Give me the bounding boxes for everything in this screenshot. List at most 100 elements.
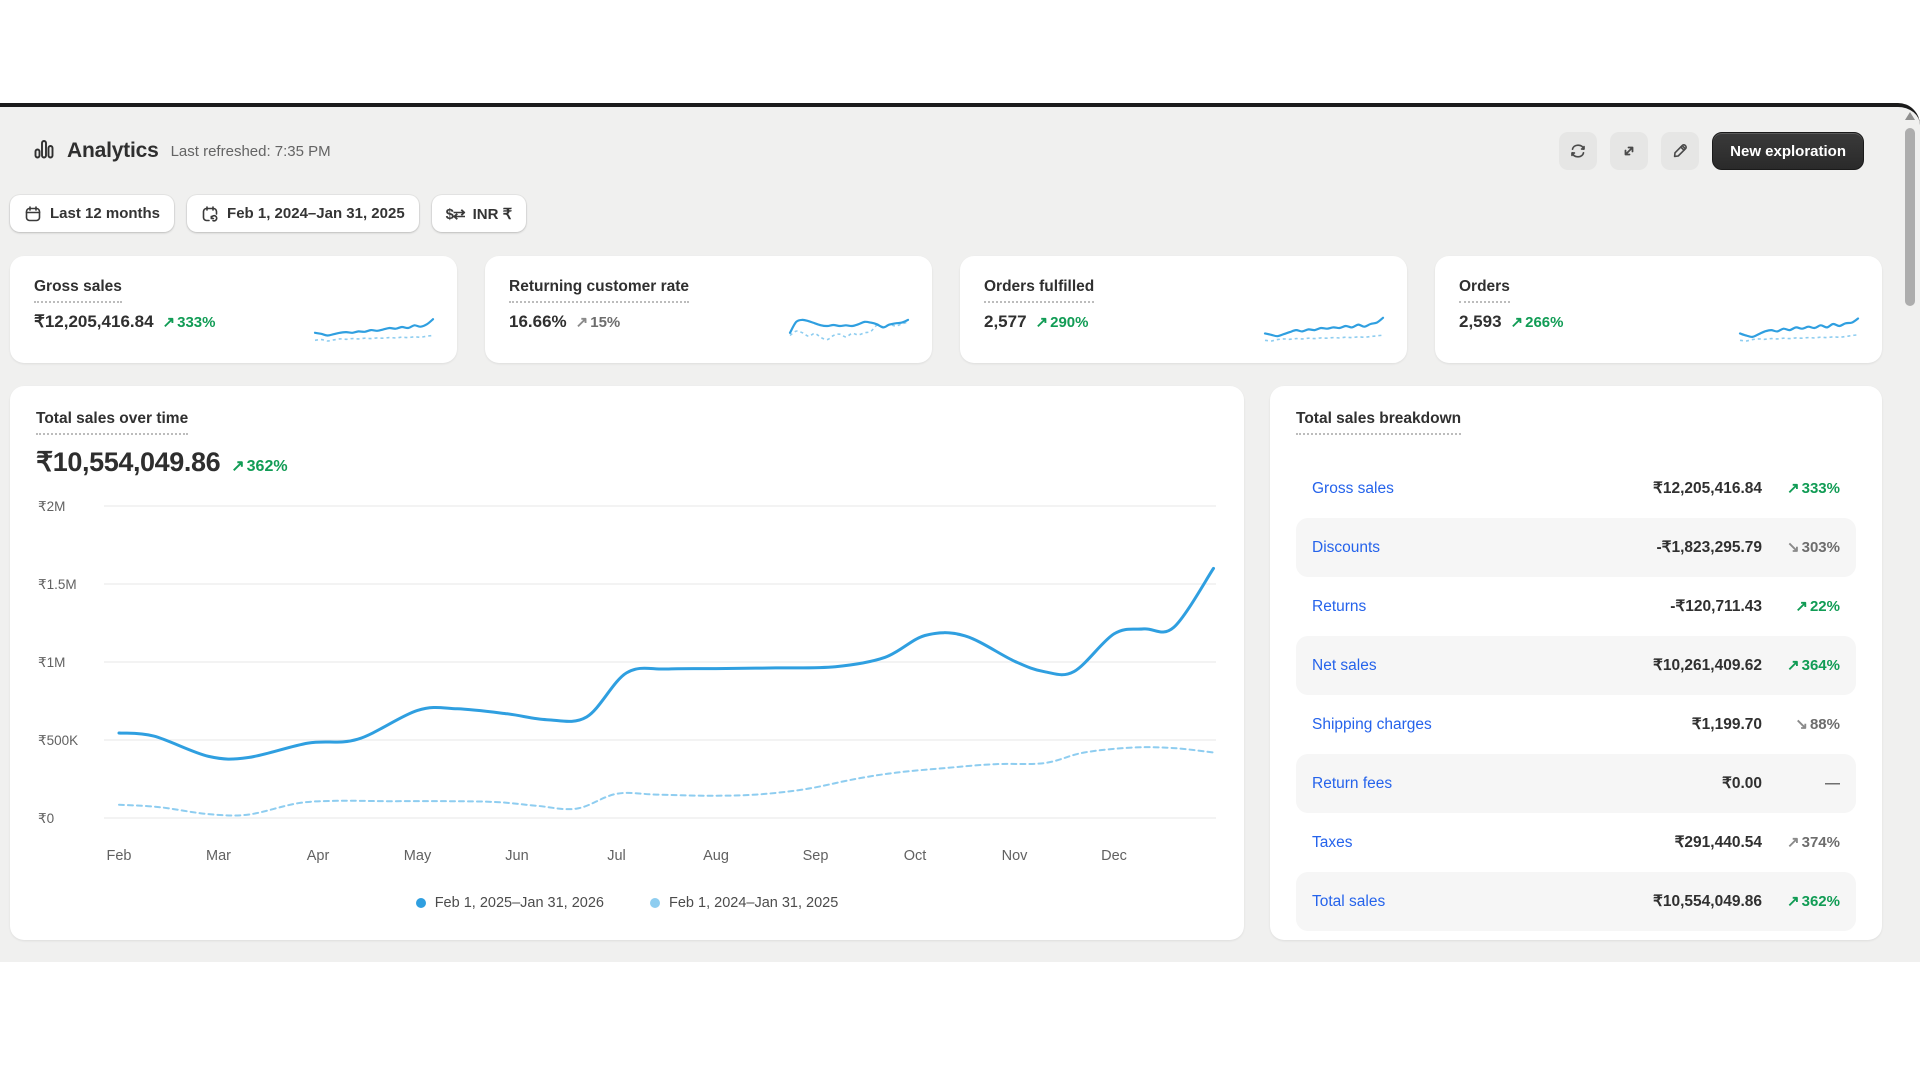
breakdown-metric-link[interactable]: Gross sales bbox=[1312, 479, 1394, 497]
x-axis-tick-label: May bbox=[404, 848, 432, 864]
currency-chip[interactable]: $⇄ INR ₹ bbox=[431, 195, 527, 232]
delta-badge: ↘ 88% bbox=[1795, 716, 1840, 733]
arrow-up-icon: ↗ bbox=[1787, 480, 1800, 497]
x-axis-tick-label: Dec bbox=[1101, 848, 1127, 864]
total-sales-breakdown-card: Total sales breakdown Gross sales ₹12,205… bbox=[1270, 386, 1882, 940]
x-axis-tick-label: Oct bbox=[904, 848, 927, 864]
chart-delta: ↗ 362% bbox=[231, 458, 288, 475]
breakdown-metric-link[interactable]: Taxes bbox=[1312, 833, 1353, 851]
breakdown-metric-link[interactable]: Net sales bbox=[1312, 656, 1377, 674]
breakdown-value: ₹10,554,049.86 bbox=[1653, 893, 1762, 910]
breakdown-rows: Gross sales ₹12,205,416.84 ↗ 333% Discounts -… bbox=[1296, 459, 1856, 931]
total-sales-over-time-card: Total sales over time ₹10,554,049.86 ↗ 36… bbox=[10, 386, 1244, 940]
arrow-up-icon: ↗ bbox=[1787, 834, 1800, 851]
delta-badge: ↗ 364% bbox=[1787, 657, 1840, 674]
breakdown-delta: ↗ 364% bbox=[1762, 656, 1840, 675]
breakdown-value: -₹1,823,295.79 bbox=[1656, 539, 1762, 556]
breakdown-metric-link[interactable]: Discounts bbox=[1312, 538, 1381, 556]
arrow-up-icon: ↗ bbox=[1787, 893, 1800, 910]
legend-label: Feb 1, 2024–Jan 31, 2025 bbox=[669, 895, 839, 911]
total-sales-line-chart: ₹2M ₹1.5M ₹1M ₹500K ₹0 Feb Mar Apr May Jun Jul Aug S… bbox=[38, 499, 1216, 864]
metric-card-title[interactable]: Returning customer rate bbox=[509, 278, 690, 303]
metric-card-title[interactable]: Gross sales bbox=[34, 278, 122, 303]
y-axis-tick-label: ₹1.5M bbox=[38, 577, 77, 592]
filter-bar: Last 12 months Feb 1, 2024–Jan 31, 2025 … bbox=[10, 195, 527, 232]
expand-button[interactable] bbox=[1610, 132, 1649, 170]
breakdown-value: -₹120,711.43 bbox=[1670, 598, 1762, 615]
x-axis-tick-label: Jul bbox=[607, 848, 626, 864]
currency-label: INR ₹ bbox=[472, 205, 513, 223]
legend-dot-icon bbox=[415, 898, 426, 908]
delta-badge: ↗ 266% bbox=[1510, 314, 1564, 331]
breakdown-delta: ↗ 362% bbox=[1762, 892, 1840, 911]
calendar-range-icon bbox=[201, 205, 219, 223]
arrow-up-icon: ↗ bbox=[1510, 314, 1524, 331]
arrow-up-icon: ↗ bbox=[1035, 314, 1049, 331]
date-range-chip[interactable]: Feb 1, 2024–Jan 31, 2025 bbox=[187, 195, 419, 232]
calendar-icon bbox=[24, 205, 42, 223]
breakdown-row-discounts: Discounts -₹1,823,295.79 ↘ 303% bbox=[1296, 518, 1856, 577]
arrow-up-icon: ↗ bbox=[162, 314, 176, 331]
date-range-label: Feb 1, 2024–Jan 31, 2025 bbox=[227, 205, 405, 222]
pencil-icon bbox=[1670, 141, 1690, 161]
delta-badge: ↗ 333% bbox=[162, 314, 216, 331]
delta-badge: ↗ 290% bbox=[1035, 314, 1089, 331]
sparkline-chart bbox=[313, 318, 435, 342]
x-axis-tick-label: Aug bbox=[703, 848, 729, 864]
analytics-bar-chart-icon bbox=[33, 138, 55, 165]
breakdown-metric-link[interactable]: Return fees bbox=[1312, 774, 1393, 792]
breakdown-row-return-fees: Return fees ₹0.00 — bbox=[1296, 754, 1856, 813]
x-axis-tick-label: Nov bbox=[1002, 848, 1029, 864]
header: Analytics Last refreshed: 7:35 PM bbox=[33, 129, 1864, 173]
period-filter-chip[interactable]: Last 12 months bbox=[10, 195, 175, 232]
breakdown-value: ₹1,199.70 bbox=[1691, 716, 1762, 733]
series-line-dashed bbox=[118, 746, 1215, 817]
legend-item[interactable]: Feb 1, 2025–Jan 31, 2026 bbox=[415, 895, 604, 911]
refresh-button[interactable] bbox=[1559, 132, 1598, 170]
breakdown-delta: — bbox=[1762, 775, 1840, 793]
metric-card-title[interactable]: Orders fulfilled bbox=[984, 278, 1095, 303]
sparkline-chart bbox=[1738, 317, 1860, 342]
breakdown-delta: ↘ 88% bbox=[1762, 715, 1840, 734]
scroll-up-arrow-icon[interactable] bbox=[1905, 112, 1915, 120]
breakdown-delta: ↗ 22% bbox=[1762, 597, 1840, 616]
new-exploration-button[interactable]: New exploration bbox=[1712, 132, 1864, 170]
metric-card-orders: Orders 2,593 ↗ 266% bbox=[1435, 256, 1882, 363]
delta-badge: ↗ 374% bbox=[1787, 834, 1840, 851]
breakdown-metric-link[interactable]: Returns bbox=[1312, 597, 1367, 615]
scrollbar-thumb[interactable] bbox=[1905, 128, 1915, 306]
breakdown-row-total-sales: Total sales ₹10,554,049.86 ↗ 362% bbox=[1296, 872, 1856, 931]
breakdown-value: ₹291,440.54 bbox=[1674, 834, 1762, 851]
breakdown-value: ₹12,205,416.84 bbox=[1653, 480, 1762, 497]
arrow-down-icon: ↘ bbox=[1787, 539, 1800, 556]
delta-badge: ↗ 333% bbox=[1787, 480, 1840, 497]
expand-icon bbox=[1619, 141, 1639, 161]
y-axis-tick-label: ₹1M bbox=[38, 655, 65, 670]
breakdown-value: ₹0.00 bbox=[1721, 775, 1762, 792]
sparkline-chart bbox=[788, 318, 910, 341]
edit-button[interactable] bbox=[1661, 132, 1700, 170]
vertical-scrollbar bbox=[1904, 110, 1917, 955]
delta-badge: ↗ 362% bbox=[1787, 893, 1840, 910]
metric-card-returning-customer-rate: Returning customer rate 16.66% ↗ 15% bbox=[485, 256, 932, 363]
legend-dot-icon bbox=[650, 898, 660, 908]
breakdown-row-taxes: Taxes ₹291,440.54 ↗ 374% bbox=[1296, 813, 1856, 872]
breakdown-metric-link[interactable]: Total sales bbox=[1312, 892, 1386, 910]
breakdown-title[interactable]: Total sales breakdown bbox=[1296, 410, 1462, 435]
last-refreshed-text: Last refreshed: 7:35 PM bbox=[170, 142, 331, 160]
metric-card-title[interactable]: Orders bbox=[1459, 278, 1510, 303]
page-title: Analytics bbox=[67, 139, 159, 162]
breakdown-delta: ↗ 374% bbox=[1762, 833, 1840, 852]
arrow-down-icon: ↘ bbox=[1795, 716, 1808, 733]
legend-label: Feb 1, 2025–Jan 31, 2026 bbox=[434, 895, 604, 911]
main-row: Total sales over time ₹10,554,049.86 ↗ 36… bbox=[10, 386, 1882, 940]
x-axis-tick-label: Mar bbox=[206, 848, 231, 864]
sparkline-chart bbox=[1263, 316, 1385, 342]
breakdown-metric-link[interactable]: Shipping charges bbox=[1312, 715, 1432, 733]
legend-item[interactable]: Feb 1, 2024–Jan 31, 2025 bbox=[650, 895, 838, 911]
chart-title[interactable]: Total sales over time bbox=[36, 410, 189, 435]
breakdown-row-shipping-charges: Shipping charges ₹1,199.70 ↘ 88% bbox=[1296, 695, 1856, 754]
breakdown-row-gross-sales: Gross sales ₹12,205,416.84 ↗ 333% bbox=[1296, 459, 1856, 518]
arrow-up-icon: ↗ bbox=[231, 458, 245, 475]
